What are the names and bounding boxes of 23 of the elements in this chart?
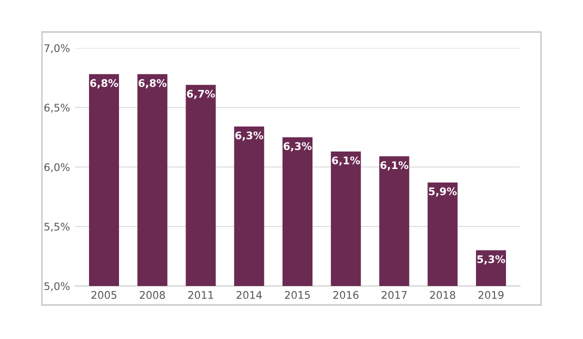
y-tick-label: 7,0% bbox=[44, 44, 70, 54]
data-label: 5,3% bbox=[477, 255, 506, 264]
y-tick-label: 5,5% bbox=[44, 222, 70, 232]
data-label: 6,3% bbox=[284, 142, 312, 152]
x-tick-label: 2011 bbox=[188, 291, 214, 299]
y-tick-label: 6,5% bbox=[44, 104, 70, 113]
x-tick-label: 2018 bbox=[430, 291, 456, 299]
x-tick-label: 2016 bbox=[333, 291, 358, 299]
x-tick-label: 2017 bbox=[382, 291, 407, 299]
data-label: 6,3% bbox=[235, 131, 264, 141]
x-tick-label: 2005 bbox=[92, 291, 116, 299]
data-label: 6,8% bbox=[138, 79, 167, 88]
x-tick-label: 2008 bbox=[140, 291, 165, 299]
data-label: 5,9% bbox=[428, 187, 457, 197]
x-tick-label: 2015 bbox=[285, 291, 310, 299]
y-tick-label: 5,0% bbox=[44, 282, 70, 292]
data-label: 6,1% bbox=[380, 161, 408, 170]
y-tick-label: 6,0% bbox=[44, 163, 70, 172]
data-label: 6,7% bbox=[186, 90, 215, 100]
data-label: 6,1% bbox=[332, 156, 360, 166]
data-label: 6,8% bbox=[90, 79, 118, 88]
x-tick-label: 2019 bbox=[478, 291, 504, 299]
x-tick-label: 2014 bbox=[236, 291, 262, 299]
